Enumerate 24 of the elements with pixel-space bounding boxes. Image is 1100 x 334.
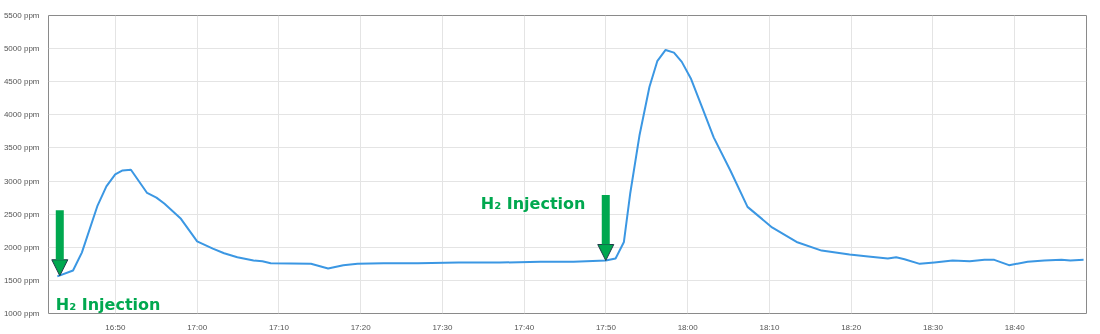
y-tick-label: 5000 ppm bbox=[3, 44, 40, 54]
y-tick-label: 3000 ppm bbox=[3, 176, 40, 186]
x-tick-label: 18:30 bbox=[922, 322, 944, 332]
y-tick-label: 4500 ppm bbox=[3, 77, 40, 87]
x-tick-label: 17:20 bbox=[350, 322, 372, 332]
y-tick-label: 5500 ppm bbox=[3, 11, 40, 20]
x-tick-label: 17:00 bbox=[187, 322, 208, 332]
y-tick-label: 2500 ppm bbox=[3, 209, 40, 219]
x-tick-label: 18:10 bbox=[759, 322, 781, 332]
x-tick-label: 18:00 bbox=[677, 322, 699, 332]
x-tick-label: 17:40 bbox=[514, 322, 535, 332]
x-tick-label: 17:10 bbox=[268, 322, 290, 332]
annotation: H₂ Injection bbox=[480, 193, 586, 213]
y-tick-label: 3500 ppm bbox=[3, 143, 40, 153]
x-tick-label: 18:20 bbox=[841, 322, 862, 332]
y-tick-label: 1000 ppm bbox=[3, 309, 40, 318]
y-tick-label: 1500 ppm bbox=[3, 275, 40, 285]
x-tick-label: 17:30 bbox=[432, 322, 453, 332]
x-tick-label: 16:50 bbox=[105, 322, 126, 332]
y-tick-label: 4000 ppm bbox=[3, 110, 40, 120]
annotation: H₂ Injection bbox=[55, 294, 161, 314]
x-tick-label: 17:50 bbox=[595, 322, 617, 332]
x-tick-label: 18:40 bbox=[1004, 322, 1026, 332]
y-tick-label: 2000 ppm bbox=[3, 242, 40, 252]
